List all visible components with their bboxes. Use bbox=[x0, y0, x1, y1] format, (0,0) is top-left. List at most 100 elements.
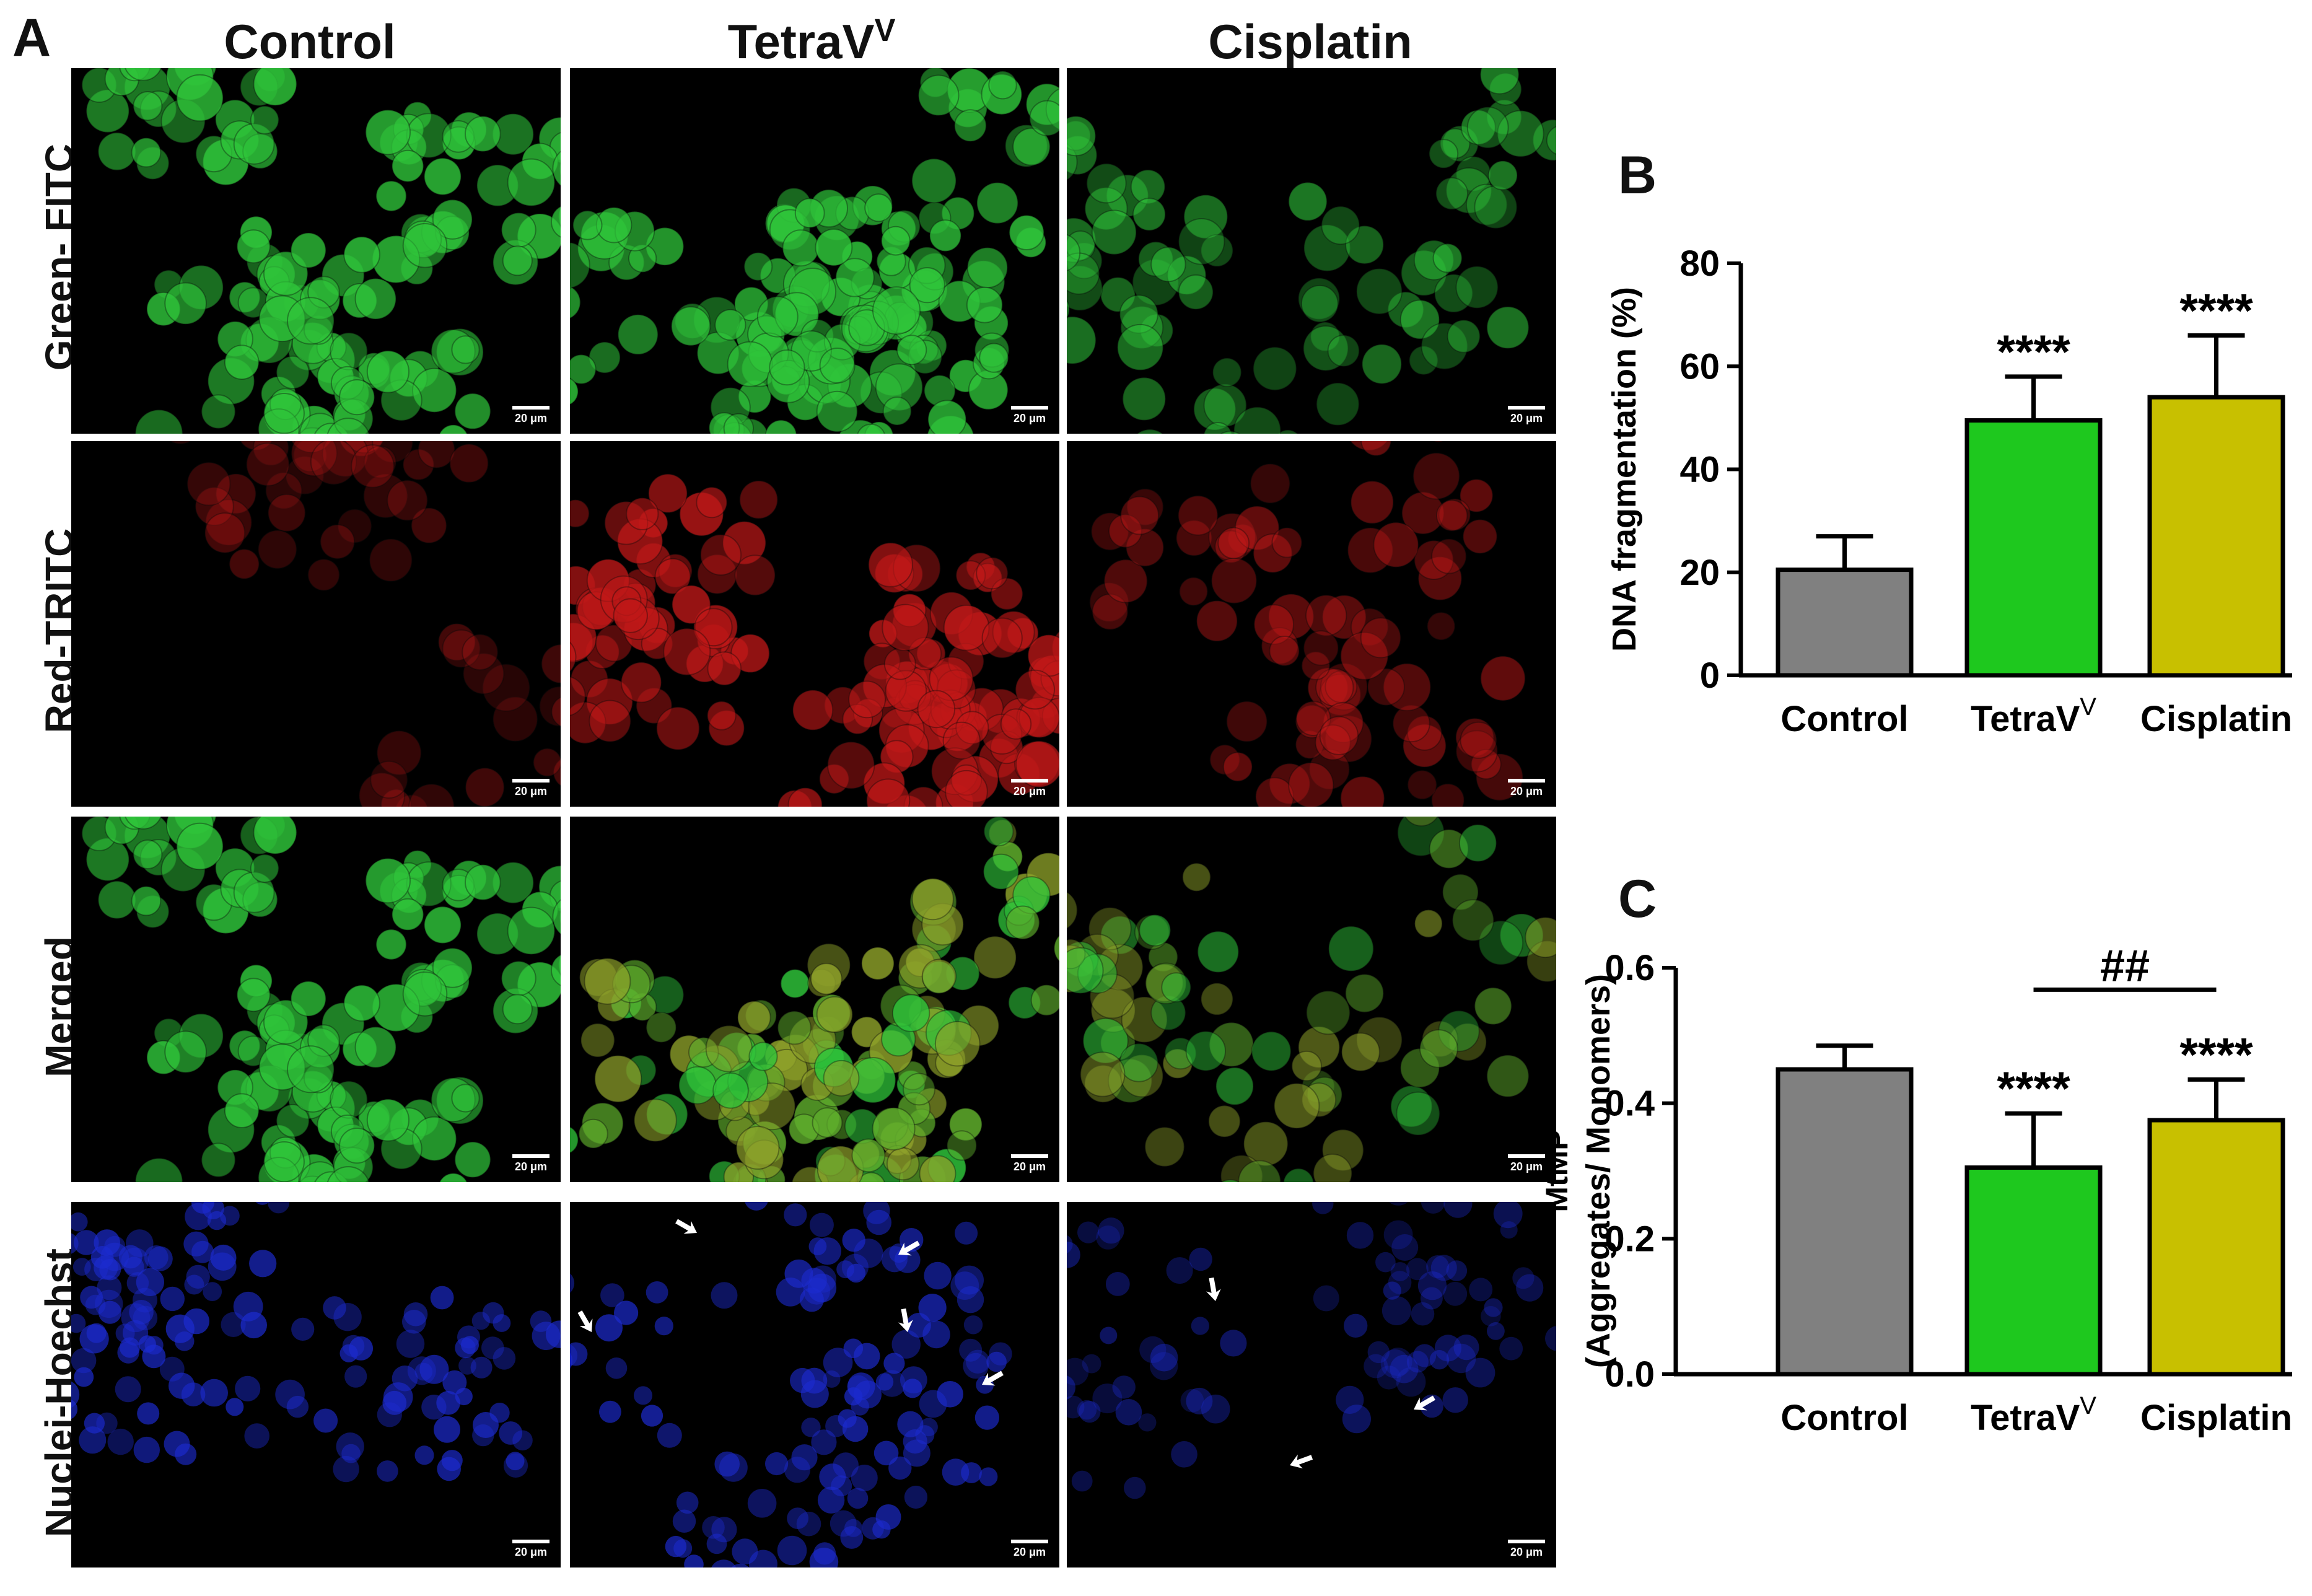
micrograph-green-cisplatin: 20 μm bbox=[1067, 68, 1556, 434]
y-tick-label: 0.2 bbox=[1605, 1219, 1655, 1259]
scale-bar: 20 μm bbox=[1508, 406, 1545, 425]
scale-bar-line bbox=[1011, 1540, 1048, 1543]
cell-field bbox=[1067, 68, 1556, 434]
significance-label: **** bbox=[2179, 284, 2253, 337]
arrow-icon bbox=[1414, 1395, 1435, 1411]
micrograph-green-control: 20 μm bbox=[71, 68, 561, 434]
micrograph-red-control: 20 μm bbox=[71, 441, 561, 807]
y-tick-label: 40 bbox=[1679, 450, 1720, 490]
x-tick-label: Cisplatin bbox=[2140, 699, 2292, 739]
scale-bar-label: 20 μm bbox=[514, 1546, 548, 1558]
micrograph-green-tetrav: 20 μm bbox=[570, 68, 1059, 434]
scale-bar-label: 20 μm bbox=[1013, 785, 1046, 797]
arrow-icon bbox=[982, 1370, 1004, 1386]
scale-bar: 20 μm bbox=[512, 1154, 550, 1173]
panel-c-letter: C bbox=[1618, 869, 1657, 929]
chart-c: 0.0 0.2 0.4 0.6 MtMP (Aggregates/ Monomers) Co… bbox=[1539, 941, 2292, 1438]
panel-a-letter: A bbox=[12, 8, 51, 68]
scale-bar-line bbox=[1011, 1154, 1048, 1158]
cell-field bbox=[81, 817, 561, 1182]
arrow-icon bbox=[1206, 1277, 1221, 1301]
scale-bar-label: 20 μm bbox=[1013, 1160, 1046, 1173]
y-axis-label: DNA fragmentation (%) bbox=[1606, 287, 1643, 652]
scale-bar-label: 20 μm bbox=[514, 1160, 548, 1173]
scale-bar-label: 20 μm bbox=[1510, 1160, 1543, 1173]
scale-bar: 20 μm bbox=[512, 406, 550, 425]
y-axis-label: MtMP bbox=[1539, 1129, 1574, 1212]
scale-bar: 20 μm bbox=[1011, 1540, 1048, 1559]
column-header-cisplatin: Cisplatin bbox=[1208, 14, 1412, 69]
column-header-control: Control bbox=[224, 14, 396, 69]
micrograph-blue-cisplatin: 20 μm bbox=[1067, 1202, 1556, 1568]
scale-bar-label: 20 μm bbox=[514, 785, 548, 797]
scale-bar-line bbox=[1508, 1154, 1545, 1158]
bar-cisplatin bbox=[2147, 1118, 2285, 1377]
scale-bar-label: 20 μm bbox=[1013, 412, 1046, 424]
y-axis-label-2: (Aggregates/ Monomers) bbox=[1580, 974, 1617, 1368]
micrograph-merged-tetrav: 20 μm bbox=[570, 817, 1059, 1182]
y-tick-label: 0.0 bbox=[1605, 1354, 1655, 1395]
bar-control bbox=[1776, 568, 1914, 678]
scale-bar-label: 20 μm bbox=[1510, 1546, 1543, 1558]
x-tick-label: Control bbox=[1780, 699, 1908, 739]
cell-field bbox=[1089, 441, 1526, 807]
scale-bar-line bbox=[1508, 779, 1545, 783]
cell-field bbox=[570, 68, 1059, 434]
bar-tetrav bbox=[1964, 1165, 2103, 1377]
significance-label: **** bbox=[1997, 1063, 2070, 1115]
micrograph-merged-control: 20 μm bbox=[71, 817, 561, 1182]
y-tick-label: 80 bbox=[1679, 243, 1720, 284]
y-tick-label: 60 bbox=[1679, 346, 1720, 387]
scale-bar-line bbox=[512, 1540, 550, 1543]
chart-b: 0 20 40 60 80 DNA fragmentation (%) Control ***… bbox=[1606, 243, 2292, 739]
scale-bar-line bbox=[512, 1154, 550, 1158]
scale-bar-label: 20 μm bbox=[1510, 785, 1543, 797]
x-tick-label: Cisplatin bbox=[2140, 1398, 2292, 1438]
scale-bar: 20 μm bbox=[1011, 1154, 1048, 1173]
bar-cisplatin bbox=[2147, 395, 2285, 678]
scale-bar-line bbox=[1011, 779, 1048, 783]
micrograph-blue-tetrav: 20 μm bbox=[570, 1202, 1059, 1568]
arrow-icon bbox=[898, 1308, 913, 1332]
micrograph-red-cisplatin: 20 μm bbox=[1067, 441, 1556, 807]
column-header-tetrav: TetraVV bbox=[727, 12, 896, 69]
arrow-icon bbox=[577, 1310, 593, 1332]
scale-bar-line bbox=[1508, 406, 1545, 410]
cell-field bbox=[1067, 1202, 1556, 1499]
scale-bar: 20 μm bbox=[1508, 1540, 1545, 1559]
scale-bar-line bbox=[1508, 1540, 1545, 1543]
y-tick-label: 0.6 bbox=[1605, 948, 1655, 988]
cell-field bbox=[570, 817, 1059, 1182]
cell-field bbox=[1067, 817, 1556, 1182]
cell-field bbox=[71, 1202, 561, 1483]
panel-b-letter: B bbox=[1618, 146, 1657, 205]
y-tick-label: 0 bbox=[1700, 656, 1720, 696]
scale-bar-label: 20 μm bbox=[1510, 412, 1543, 424]
y-tick-label: 0.4 bbox=[1605, 1084, 1655, 1124]
scale-bar-label: 20 μm bbox=[514, 412, 548, 424]
cell-field bbox=[570, 1202, 1012, 1568]
cell-field bbox=[81, 68, 561, 434]
arrow-icon bbox=[898, 1240, 920, 1256]
scale-bar: 20 μm bbox=[512, 779, 550, 798]
arrow-icon bbox=[675, 1219, 697, 1234]
bar-tetrav bbox=[1964, 418, 2103, 678]
micrograph-red-tetrav: 20 μm bbox=[570, 441, 1059, 807]
bracket-label: ## bbox=[2100, 941, 2150, 991]
scale-bar: 20 μm bbox=[1011, 779, 1048, 798]
significance-label: **** bbox=[2179, 1028, 2253, 1081]
significance-label: **** bbox=[1997, 326, 2070, 379]
cell-field bbox=[169, 441, 561, 807]
scale-bar: 20 μm bbox=[1011, 406, 1048, 425]
scale-bar: 20 μm bbox=[512, 1540, 550, 1559]
scale-bar-line bbox=[1011, 406, 1048, 410]
cell-field bbox=[570, 473, 1059, 807]
micrograph-merged-cisplatin: 20 μm bbox=[1067, 817, 1556, 1182]
scale-bar-line bbox=[512, 779, 550, 783]
x-tick-label: Control bbox=[1780, 1398, 1908, 1438]
x-tick-label: TetraVV bbox=[1971, 1392, 2096, 1438]
scale-bar: 20 μm bbox=[1508, 1154, 1545, 1173]
micrograph-blue-control: 20 μm bbox=[71, 1202, 561, 1568]
scale-bar-line bbox=[512, 406, 550, 410]
scale-bar: 20 μm bbox=[1508, 779, 1545, 798]
